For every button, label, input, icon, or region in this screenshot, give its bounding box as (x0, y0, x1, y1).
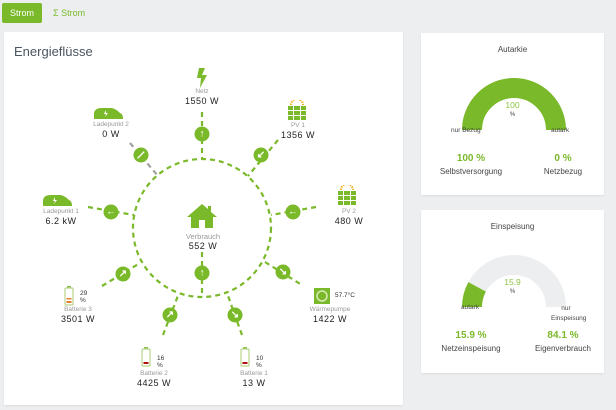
node-netz[interactable]: Netz 1550 W (185, 88, 219, 106)
stat-value: 15.9 % (455, 330, 487, 341)
autarkie-card: Autarkie 100 % nur Bezug autark 100 % Sel… (421, 33, 604, 195)
node-label: PV 1 (290, 122, 306, 129)
gauge-value: 100 (505, 100, 520, 110)
node-label: Verbrauch (185, 232, 221, 241)
node-value: 3501 W (60, 314, 96, 324)
gauge-fill (462, 78, 566, 131)
gauge-value: 15.9 (504, 277, 521, 287)
node-value: 480 W (334, 216, 364, 226)
flow-arrow-pv2[interactable]: ← (285, 204, 301, 220)
battery-soc: 10 % (256, 355, 264, 369)
stat-value: 100 % (456, 153, 486, 164)
node-label: Batterie 3 (64, 306, 92, 313)
node-waermepumpe[interactable]: Wärmepumpe 1422 W (310, 306, 351, 324)
node-batterie3[interactable]: Batterie 3 3501 W (61, 306, 95, 324)
flow-arrow-ladepunkt1[interactable]: ← (103, 204, 119, 220)
stat-label: Selbstversorgung (439, 167, 503, 176)
gauge-unit: % (509, 289, 516, 295)
stat-value: 84.1 % (547, 330, 579, 341)
stat-label: Netzeinspeisung (441, 344, 501, 353)
node-value: 4425 W (136, 378, 172, 388)
node-label: Ladepunkt 2 (93, 121, 129, 128)
flow-arrow-waermepumpe[interactable]: ↘ (275, 264, 291, 280)
tab-sum-strom[interactable]: Σ Strom (53, 8, 86, 18)
node-value: 6.2 kW (45, 216, 77, 226)
node-value: 13 W (242, 378, 266, 388)
node-label: Netz (195, 88, 209, 95)
einspeisung-gauge (462, 255, 566, 308)
battery-icon (240, 347, 250, 367)
tab-strom[interactable]: Strom (2, 3, 43, 23)
stat-selbstversorgung: 100 % Selbstversorgung (431, 153, 511, 176)
node-label: Ladepunkt 1 (43, 208, 79, 215)
stat-label: Eigenverbrauch (534, 344, 592, 353)
gauge-max-label: nur Einspeisung (551, 305, 587, 322)
node-value: 552 W (188, 241, 218, 251)
flow-arrow-batterie1[interactable]: ↘ (227, 307, 243, 323)
heat-pump-temp: 57.7°C (335, 292, 355, 299)
battery-icon (141, 347, 151, 367)
consumption-circle (131, 157, 273, 299)
house-icon (187, 204, 217, 228)
lightning-icon (197, 68, 207, 88)
stat-netzbezug: 0 % Netzbezug (523, 153, 603, 176)
heat-pump-icon (314, 288, 330, 304)
node-batterie1[interactable]: Batterie 1 13 W (240, 370, 268, 388)
node-label: Batterie 1 (240, 370, 268, 377)
card-title: Autarkie (497, 45, 528, 54)
solar-panel-icon (288, 100, 306, 120)
node-pv2[interactable]: PV 2 480 W (335, 208, 364, 226)
einspeisung-card: Einspeisung 15.9 % autark nur Einspeisun… (421, 210, 604, 373)
gauge-min-label: autark (461, 304, 480, 311)
flow-arrow-pv1[interactable]: ↙ (253, 147, 269, 163)
node-ladepunkt1[interactable]: Ladepunkt 1 6.2 kW (43, 208, 79, 226)
flow-arrow-batterie2[interactable]: ↗ (162, 307, 178, 323)
card-title: Energieflüsse (14, 44, 93, 59)
node-value: 0 W (102, 129, 120, 139)
gauge-unit: % (509, 112, 516, 118)
node-label: PV 2 (341, 208, 357, 215)
gauge-min-label: nur Bezug (451, 127, 481, 134)
stat-eigenverbrauch: 84.1 % Eigenverbrauch (523, 330, 603, 353)
flow-arrow-netz[interactable]: ↑ (194, 126, 210, 142)
solar-panel-icon (338, 185, 356, 205)
node-verbrauch[interactable]: Verbrauch 552 W (185, 232, 221, 252)
battery-icon (64, 286, 74, 306)
car-icon (94, 108, 123, 119)
node-label: Batterie 2 (140, 370, 168, 377)
card-title: Einspeisung (490, 222, 535, 231)
node-pv1[interactable]: PV 1 1356 W (281, 122, 315, 140)
gauge-max-label: autark (551, 127, 570, 134)
energy-flow-card: Energieflüsse ↑ | ↙ ← ← ↑ ↗ ↘ ↗ ↘ Netz 15… (4, 32, 403, 405)
battery-soc: 16 % (157, 355, 165, 369)
node-value: 1356 W (280, 130, 316, 140)
node-batterie2[interactable]: Batterie 2 4425 W (137, 370, 171, 388)
line-pv1 (247, 139, 279, 177)
stat-value: 0 % (554, 153, 572, 164)
battery-soc: 29 % (80, 290, 88, 304)
node-value: 1550 W (184, 96, 220, 106)
flow-arrow-batterie3[interactable]: ↗ (115, 266, 131, 282)
line-ladepunkt1 (87, 205, 135, 217)
car-icon (43, 195, 72, 206)
flow-idle-ladepunkt2[interactable]: | (133, 147, 149, 163)
node-value: 1422 W (312, 314, 348, 324)
stat-label: Netzbezug (543, 167, 583, 176)
autarkie-gauge (462, 78, 566, 131)
gauge-fill (462, 282, 487, 308)
flow-arrow-verbrauch[interactable]: ↑ (194, 265, 210, 281)
node-label: Wärmepumpe (309, 306, 351, 313)
stat-netzeinspeisung: 15.9 % Netzeinspeisung (431, 330, 511, 353)
